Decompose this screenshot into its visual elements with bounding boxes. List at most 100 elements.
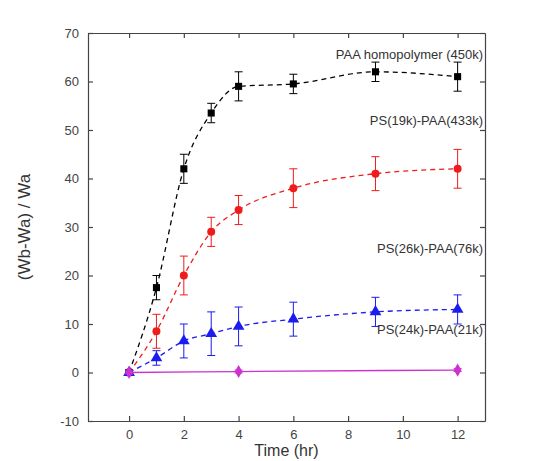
series-line	[129, 169, 458, 373]
tick	[480, 373, 485, 374]
tick-mark	[293, 33, 294, 38]
error-cap	[289, 93, 297, 94]
error-cap	[454, 91, 462, 92]
error-bar	[371, 62, 379, 81]
error-cap	[207, 217, 215, 218]
error-cap	[207, 103, 215, 104]
tick	[480, 130, 485, 131]
error-cap	[454, 188, 462, 189]
error-bar	[235, 72, 243, 101]
tick: 4	[235, 416, 242, 442]
x-axis-line	[89, 421, 486, 422]
error-bar	[371, 157, 379, 191]
tick-label: 10	[65, 317, 79, 332]
marker	[370, 305, 382, 315]
error-cap	[289, 302, 297, 303]
marker	[235, 83, 242, 90]
error-cap	[454, 149, 462, 150]
tick-mark	[88, 178, 93, 179]
error-cap	[207, 122, 215, 123]
error-cap	[289, 336, 297, 337]
tick-label: 50	[65, 123, 79, 138]
tick: 0	[126, 416, 133, 442]
x-axis-title: Time (hr)	[254, 442, 318, 459]
tick-mark	[480, 81, 485, 82]
tick-mark	[88, 372, 93, 373]
error-bar	[207, 217, 215, 246]
error-cap	[207, 311, 215, 312]
tick: 70	[65, 26, 93, 41]
tick-mark	[88, 33, 93, 34]
series-label: PS(19k)-PAA(433k)	[370, 113, 483, 128]
error-bar	[454, 62, 462, 91]
error-cap	[454, 294, 462, 295]
tick	[480, 421, 485, 422]
marker	[153, 284, 160, 291]
tick-label: -10	[60, 414, 79, 429]
x-axis-top-line	[89, 33, 486, 34]
error-bar	[152, 276, 160, 300]
error-bar	[289, 169, 297, 208]
tick: 10	[396, 416, 410, 442]
error-cap	[180, 294, 188, 295]
series-label: PS(26k)-PAA(76k)	[377, 241, 483, 256]
tick: 8	[345, 416, 352, 442]
marker	[371, 170, 379, 178]
tick	[480, 276, 485, 277]
tick-label: 70	[65, 26, 79, 41]
error-bar	[180, 256, 188, 295]
tick-label: 12	[451, 427, 465, 442]
error-cap	[152, 348, 160, 349]
chart: 024681012-10010203040506070PAA homopolym…	[0, 0, 539, 461]
error-cap	[371, 297, 379, 298]
y-axis-title: (Wb-Wa) / Wa	[15, 173, 34, 280]
marker	[454, 363, 462, 376]
plot: 024681012-10010203040506070PAA homopolym…	[60, 26, 485, 443]
error-cap	[371, 156, 379, 157]
marker	[208, 109, 215, 116]
series-line	[129, 309, 458, 372]
error-bar	[289, 74, 297, 93]
tick	[480, 179, 485, 180]
tick: 12	[451, 416, 465, 442]
series-label: PAA homopolymer (450k)	[336, 47, 483, 62]
error-cap	[235, 71, 243, 72]
tick: 6	[290, 416, 297, 442]
error-cap	[152, 365, 160, 366]
error-bar	[454, 149, 462, 188]
error-cap	[371, 81, 379, 82]
y-axis-right	[480, 34, 486, 422]
tick: 0	[72, 365, 93, 380]
marker	[180, 165, 187, 172]
marker	[205, 327, 217, 337]
error-cap	[235, 100, 243, 101]
error-cap	[289, 74, 297, 75]
tick: 2	[181, 416, 188, 442]
tick-mark	[458, 416, 459, 421]
series-line	[129, 370, 458, 372]
tick	[348, 33, 349, 38]
marker	[287, 312, 299, 322]
tick-mark	[293, 416, 294, 421]
error-cap	[371, 62, 379, 63]
error-cap	[371, 190, 379, 191]
tick-mark	[88, 81, 93, 82]
tick-mark	[348, 33, 349, 38]
tick-mark	[238, 416, 239, 421]
error-bar	[152, 314, 160, 348]
error-cap	[152, 350, 160, 351]
error-cap	[289, 207, 297, 208]
marker	[178, 334, 190, 344]
tick: 10	[65, 317, 93, 332]
tick-label: 8	[345, 427, 352, 442]
tick-label: 30	[65, 220, 79, 235]
error-cap	[235, 195, 243, 196]
error-cap	[207, 246, 215, 247]
error-bar	[180, 154, 188, 183]
tick: 30	[65, 220, 93, 235]
error-cap	[235, 307, 243, 308]
tick-mark	[480, 227, 485, 228]
tick	[458, 33, 459, 38]
tick-mark	[184, 416, 185, 421]
error-cap	[152, 314, 160, 315]
